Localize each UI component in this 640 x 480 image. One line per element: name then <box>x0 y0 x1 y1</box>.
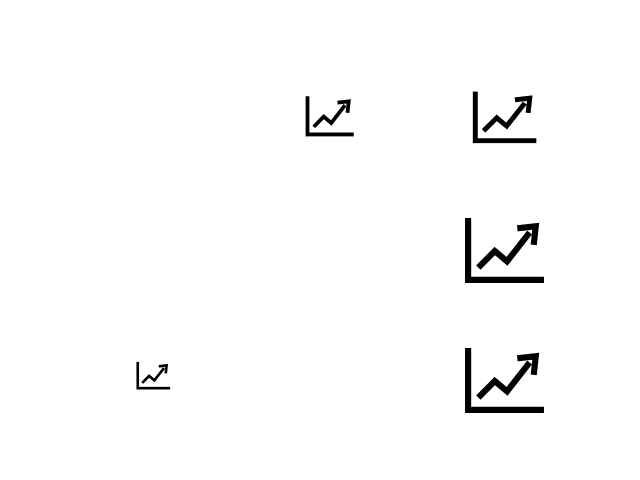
trending-up-chart-icon <box>305 95 355 137</box>
trending-up-chart-icon <box>464 216 546 284</box>
trending-up-chart-icon <box>136 361 171 390</box>
trending-up-chart-icon <box>464 346 546 414</box>
trending-up-chart-icon <box>472 90 538 144</box>
